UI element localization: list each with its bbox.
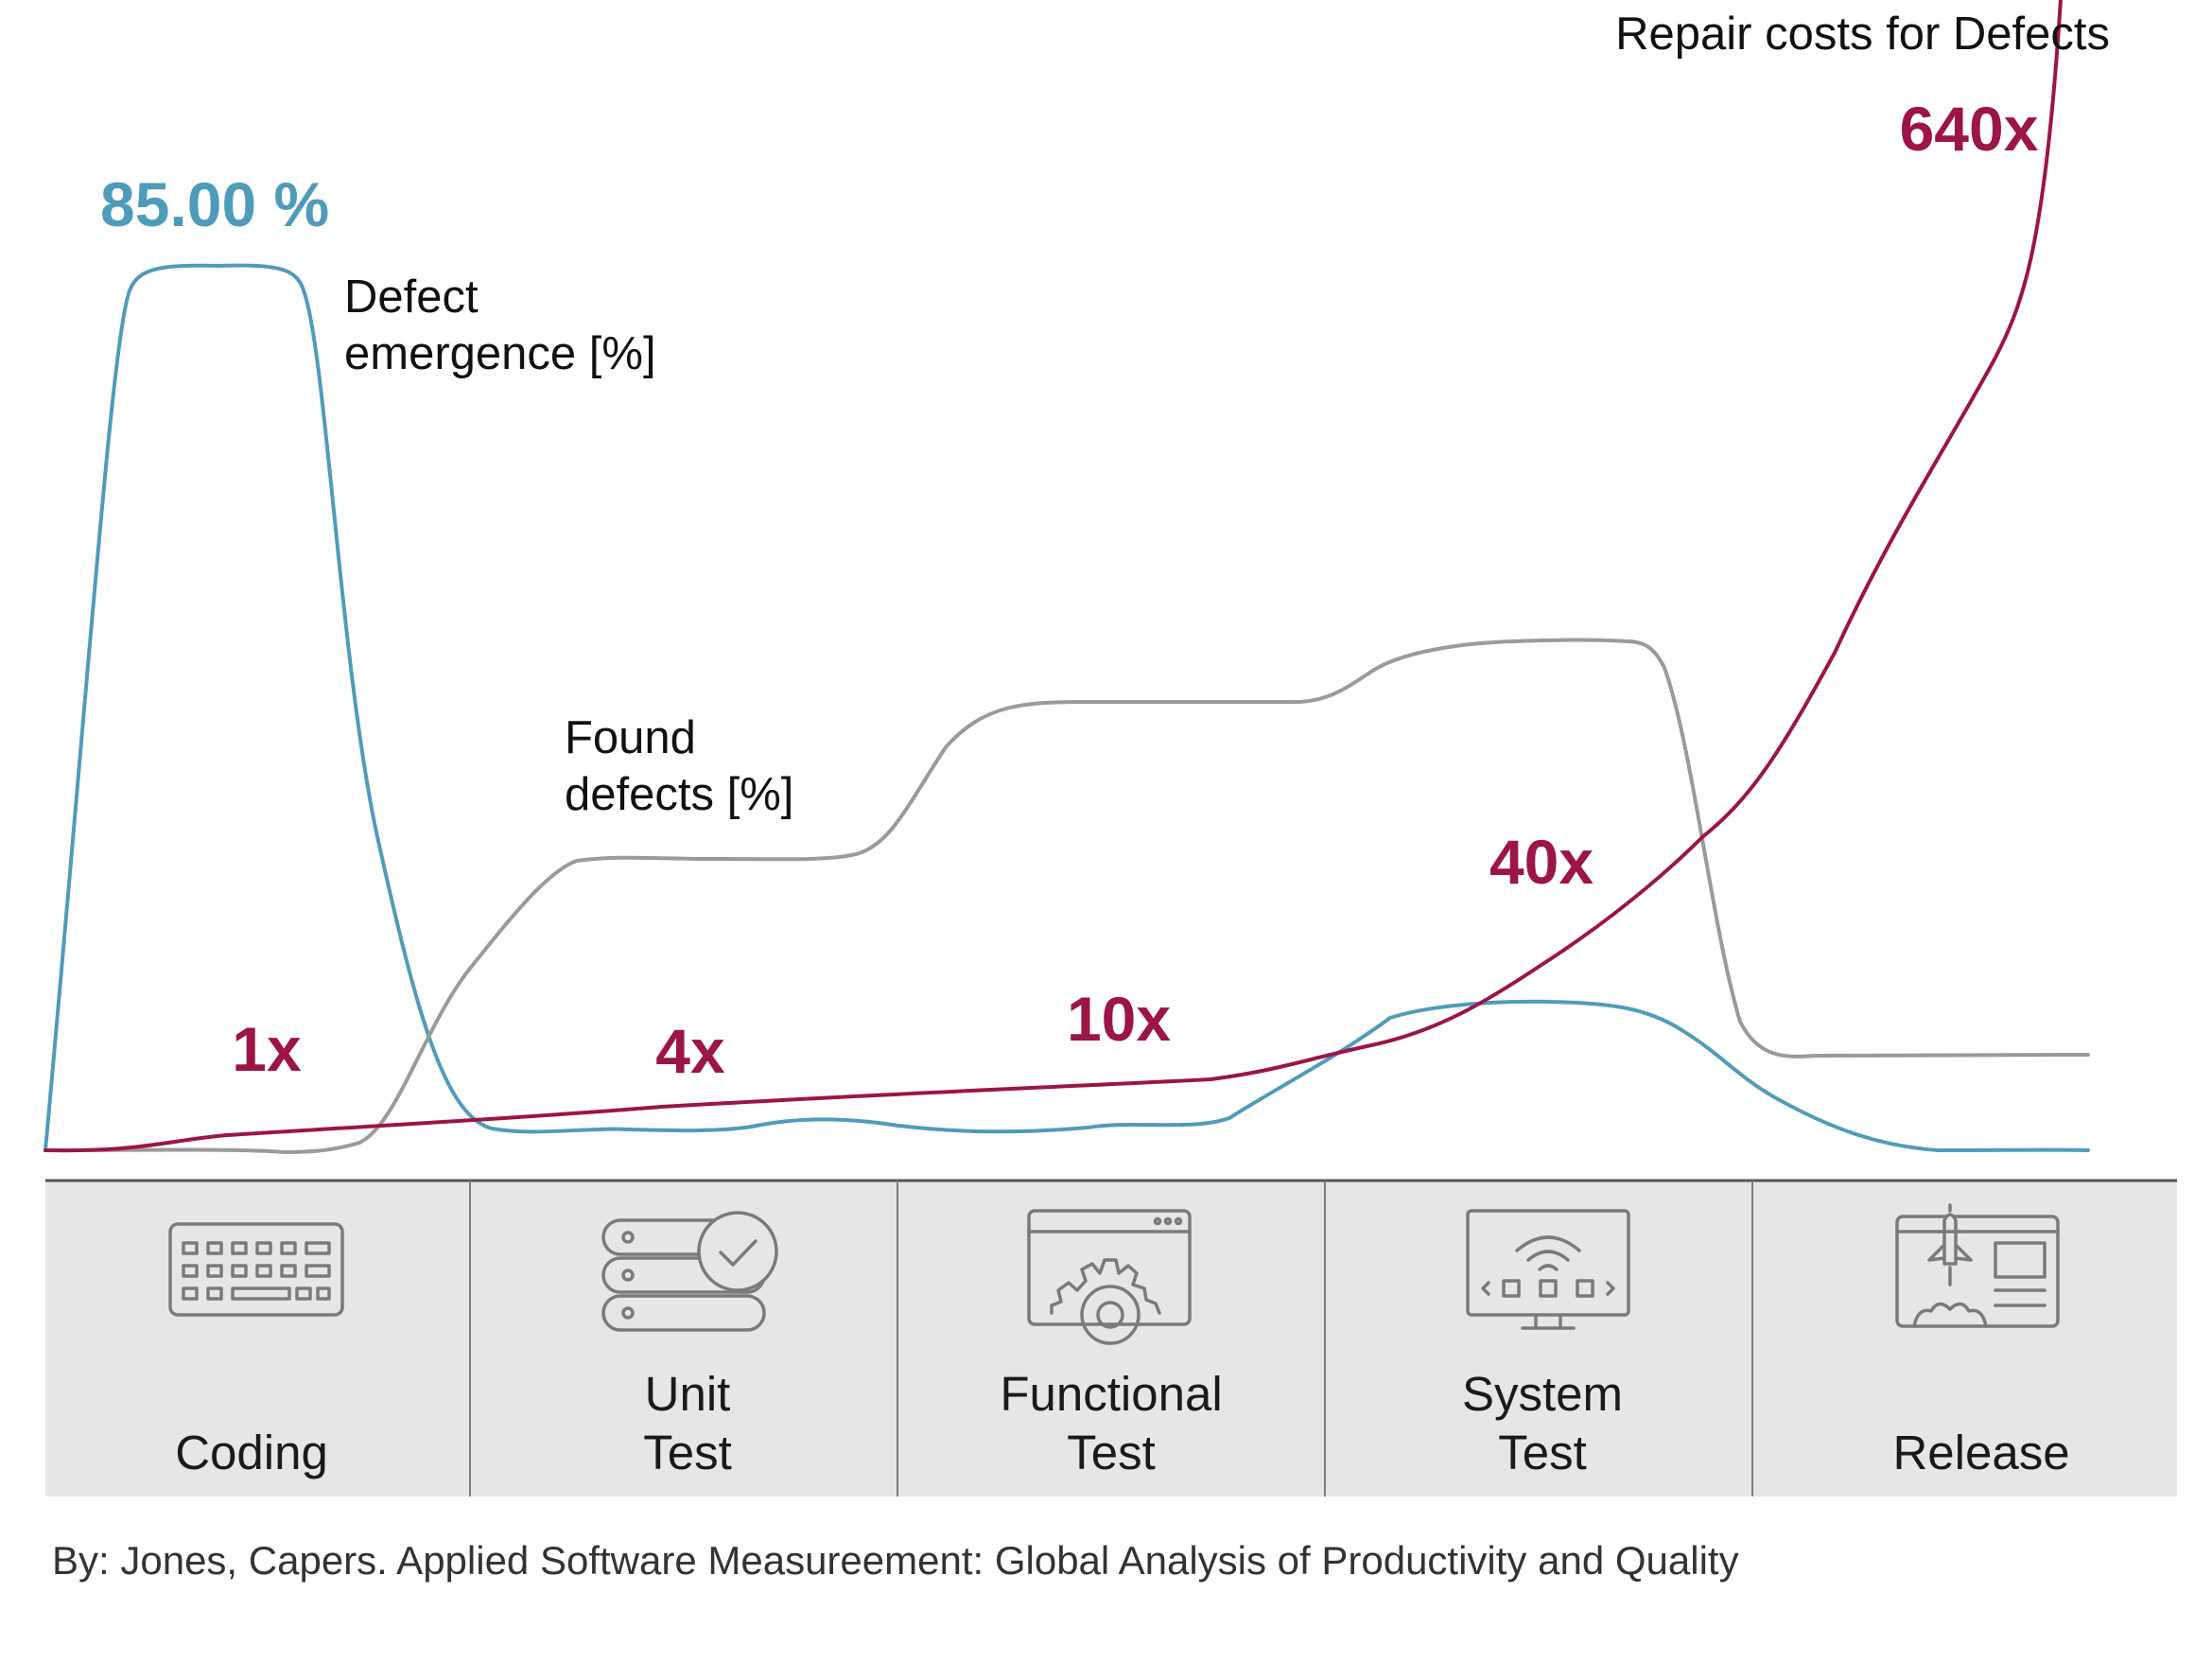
peak-label-defect-emergence: 85.00 % bbox=[100, 169, 329, 239]
cost-label: 4x bbox=[655, 1016, 725, 1086]
keyboard-icon bbox=[168, 1222, 344, 1317]
phase-label-system-test: System bbox=[1462, 1367, 1623, 1421]
series-label-found-defects: defects [%] bbox=[565, 769, 793, 820]
phase-label-unit-test: Test bbox=[643, 1426, 732, 1479]
cost-label: 10x bbox=[1067, 984, 1171, 1054]
series-label-defect-emergence: emergence [%] bbox=[344, 328, 656, 379]
series-label-found-defects: Found bbox=[565, 712, 696, 763]
rocket-launch-icon bbox=[1895, 1203, 2060, 1328]
cost-label: 40x bbox=[1489, 827, 1594, 897]
monitor-wifi-icon bbox=[1466, 1209, 1630, 1330]
phase-label-coding: Coding bbox=[175, 1426, 328, 1479]
cost-label: 1x bbox=[232, 1014, 302, 1084]
phase-label-system-test: Test bbox=[1498, 1426, 1587, 1479]
series-line-found-defects bbox=[44, 638, 2090, 1154]
server-check-icon bbox=[601, 1211, 778, 1332]
series-label-defect-emergence: Defect bbox=[344, 271, 479, 323]
phase-label-functional-test: Test bbox=[1067, 1426, 1156, 1479]
series-label-repair-costs: Repair costs for Defects bbox=[1615, 9, 2110, 60]
phase-label-functional-test: Functional bbox=[1000, 1367, 1222, 1421]
cost-label: 640x bbox=[1900, 94, 2039, 164]
series-lines bbox=[44, 0, 2090, 1154]
phase-label-unit-test: Unit bbox=[645, 1367, 731, 1421]
series-line-defect-emergence bbox=[44, 263, 2090, 1152]
phase-label-release: Release bbox=[1892, 1426, 2069, 1479]
source-citation: By: Jones, Capers. Applied Software Meas… bbox=[52, 1538, 1739, 1583]
series-line-repair-costs bbox=[44, 0, 2063, 1153]
gear-window-icon bbox=[1027, 1209, 1192, 1345]
